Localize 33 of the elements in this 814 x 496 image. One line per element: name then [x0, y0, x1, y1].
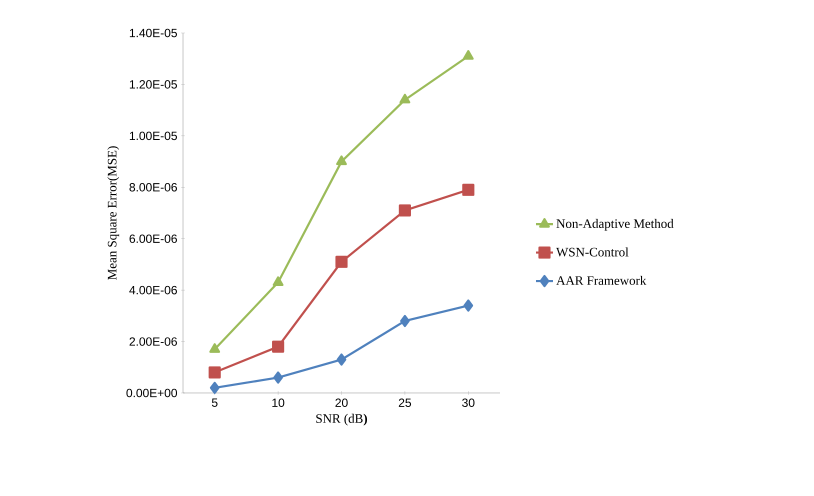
point	[336, 155, 347, 166]
point	[272, 276, 284, 286]
legend-label: WSN-Control	[556, 247, 628, 257]
x-tick-label: 30	[462, 398, 474, 407]
x-tick-label: 25	[398, 398, 412, 407]
y-tick-label: 1.40E-05	[130, 28, 177, 38]
legend-label: Non-Adaptive Method	[556, 218, 674, 231]
point	[398, 204, 411, 216]
point	[336, 353, 346, 366]
x-tick-label: 5	[212, 398, 218, 407]
point	[209, 343, 220, 353]
point	[335, 256, 348, 268]
y-tick-label: 4.00E-06	[129, 286, 177, 294]
point	[462, 184, 474, 196]
legend-label: AAR Framework	[556, 276, 646, 285]
y-tick-label: 1.00E-05	[130, 132, 177, 140]
x-tick-label: 10	[272, 398, 284, 407]
y-tick-label: 8.00E-06	[129, 183, 177, 192]
point	[273, 371, 283, 384]
point	[208, 366, 221, 378]
x-tick-label: 20	[335, 398, 348, 407]
y-tick-label: 0.00E+00	[126, 388, 178, 398]
y-axis-title: Mean Square Error(MSE)	[107, 146, 120, 280]
y-tick-label: 1.20E-05	[130, 80, 177, 89]
y-tick-label: 6.00E-06	[130, 234, 177, 243]
point	[272, 340, 284, 353]
x-axis-title: SNR (dB)	[316, 414, 368, 426]
point	[463, 299, 474, 312]
point	[462, 50, 474, 60]
point	[210, 382, 220, 394]
point	[399, 94, 410, 104]
point	[400, 314, 410, 328]
y-tick-label: 2.00E-06	[130, 337, 177, 346]
